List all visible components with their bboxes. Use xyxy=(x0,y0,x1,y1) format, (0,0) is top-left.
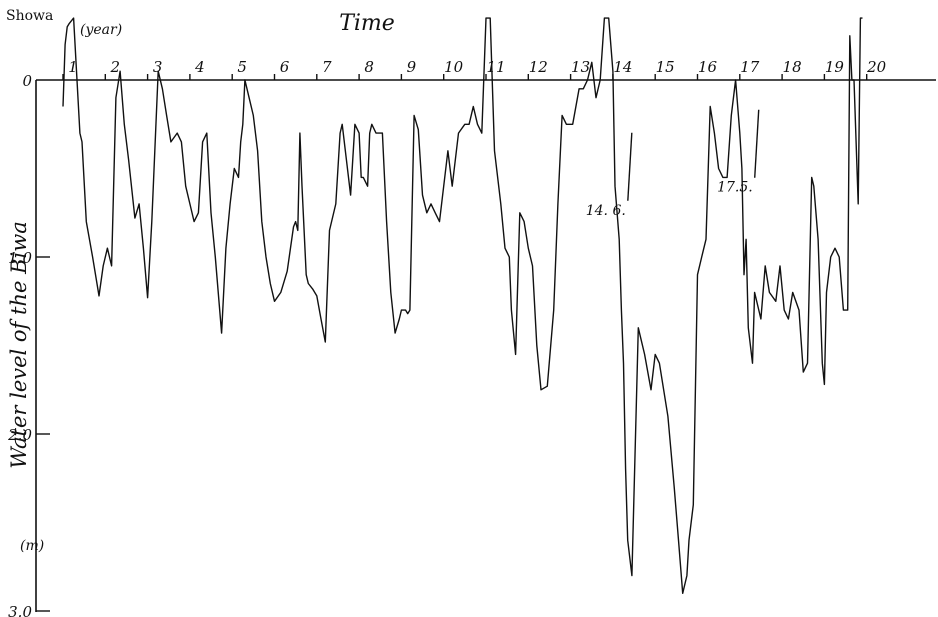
x-tick-label-8: 9 xyxy=(407,58,417,76)
y-tick-label-0: 0 xyxy=(22,72,32,90)
annotations: 14. 6. 17.5. xyxy=(586,109,760,219)
x-tick-label-11: 12 xyxy=(529,58,548,76)
y-tick-label-1: 1.0 xyxy=(8,249,32,267)
x-tick-label-2: 3 xyxy=(153,58,163,76)
y-tick-label-3: 3.0 xyxy=(8,603,32,617)
y-tick-label-2: 2.0 xyxy=(7,426,32,444)
x-unit-label: (year) xyxy=(80,22,122,38)
x-tick-label-17: 18 xyxy=(783,58,802,76)
x-tick-label-15: 16 xyxy=(698,58,718,76)
y-unit-label: (m) xyxy=(20,538,44,554)
chart-title: Time xyxy=(339,11,395,36)
x-tick-label-6: 7 xyxy=(322,58,332,76)
annotation-pointer-1 xyxy=(754,109,760,178)
x-tick-label-1: 2 xyxy=(110,58,121,76)
annotation-label-1: 17.5. xyxy=(717,180,753,196)
y-ticks: 0 1.0 2.0 3.0 xyxy=(7,72,50,617)
water-level-series xyxy=(62,17,863,594)
x-tick-label-14: 15 xyxy=(656,58,675,76)
x-tick-label-7: 8 xyxy=(364,58,374,76)
x-tick-label-13: 14 xyxy=(613,58,632,76)
annotation-label-0: 14. 6. xyxy=(586,203,626,219)
x-tick-label-12: 13 xyxy=(571,58,590,76)
x-tick-label-18: 19 xyxy=(825,58,845,76)
era-label: Showa xyxy=(6,8,53,24)
x-tick-label-16: 17 xyxy=(740,58,760,76)
x-tick-label-3: 4 xyxy=(194,58,205,76)
x-tick-label-5: 6 xyxy=(280,58,290,76)
x-tick-label-0: 1 xyxy=(68,58,78,76)
x-tick-label-9: 10 xyxy=(444,58,464,76)
y-axis-label: Water level of the Biwa xyxy=(7,221,31,469)
x-tick-label-4: 5 xyxy=(237,58,247,76)
x-tick-label-19: 20 xyxy=(866,58,887,76)
annotation-pointer-0 xyxy=(627,132,633,201)
x-tick-label-10: 11 xyxy=(486,58,505,76)
x-ticks: 1 2 3 4 5 6 7 8 9 10 11 12 13 14 15 16 17 18 19 20 xyxy=(62,58,887,80)
